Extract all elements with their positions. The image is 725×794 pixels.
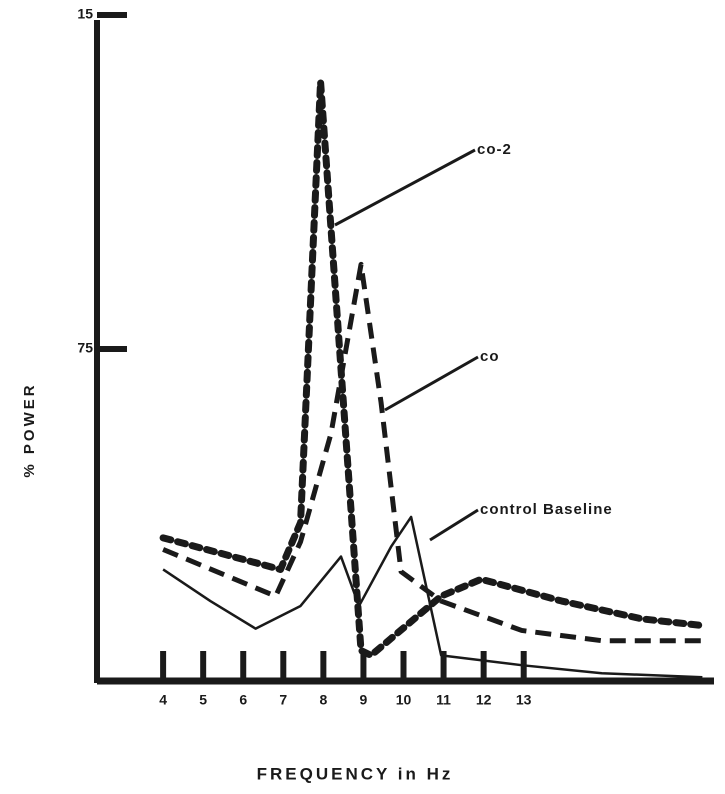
series-line xyxy=(162,261,703,644)
annotation: control Baseline xyxy=(480,501,613,518)
leader-line xyxy=(429,508,479,542)
leader-line xyxy=(334,148,476,227)
annotation: co-2 xyxy=(477,141,512,158)
x-tick-label: 9 xyxy=(360,692,368,708)
x-tick-label: 8 xyxy=(319,692,327,708)
y-tick-label: 75 xyxy=(77,340,93,356)
x-tick-label: 12 xyxy=(476,692,492,708)
series-line xyxy=(159,78,706,659)
series-line xyxy=(162,515,703,679)
annotation: co xyxy=(480,348,500,365)
y-tick-label: 15 xyxy=(77,6,93,22)
x-tick-label: 11 xyxy=(436,692,451,708)
x-tick-label: 5 xyxy=(199,692,207,708)
x-axis-label: FREQUENCY in Hz xyxy=(257,764,454,783)
x-tick-label: 7 xyxy=(279,692,287,708)
leader-line xyxy=(384,355,479,412)
x-tick-label: 4 xyxy=(159,692,167,708)
x-tick-label: 10 xyxy=(396,692,412,708)
x-tick-label: 13 xyxy=(516,692,532,708)
y-axis-label: % POWER xyxy=(21,382,38,477)
x-tick-label: 6 xyxy=(239,692,247,708)
